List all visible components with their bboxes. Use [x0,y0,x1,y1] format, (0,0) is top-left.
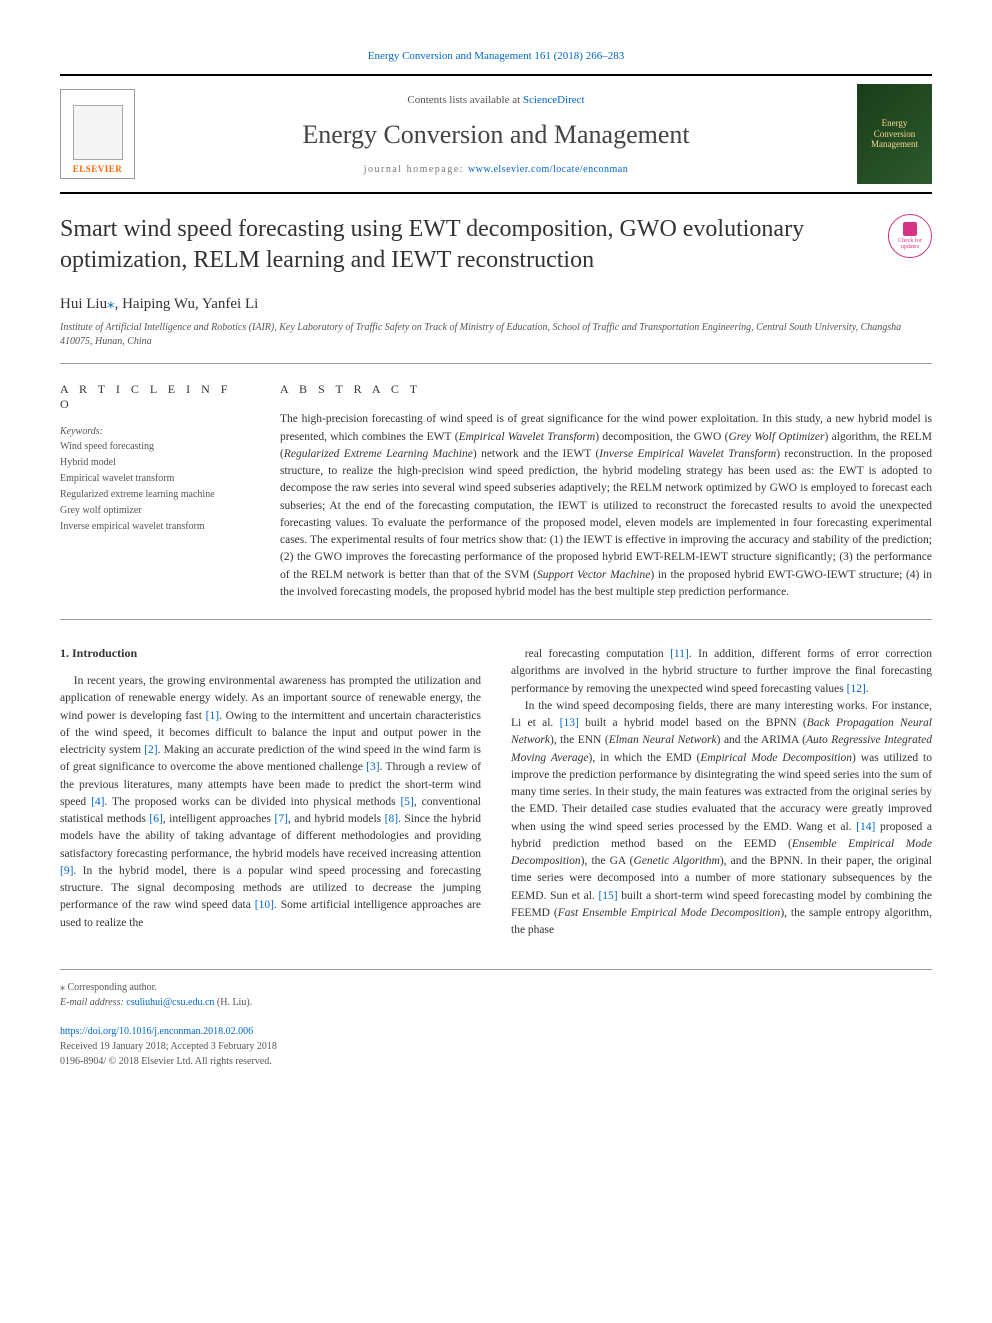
citation-ref[interactable]: [8] [385,813,398,825]
abstract-heading: A B S T R A C T [280,382,932,397]
footer: ⁎ Corresponding author. E-mail address: … [60,969,932,1069]
email-line: E-mail address: csuliuhui@csu.edu.cn (H.… [60,995,932,1010]
homepage-line: journal homepage: www.elsevier.com/locat… [135,164,857,175]
spacer [60,1010,932,1024]
abstract-text: The high-precision forecasting of wind s… [280,411,932,601]
abstract-column: A B S T R A C T The high-precision forec… [280,382,932,601]
email-author: (H. Liu). [214,997,252,1008]
citation-ref[interactable]: [12] [847,683,866,695]
corresponding-author: ⁎ Corresponding author. [60,980,932,995]
article-title: Smart wind speed forecasting using EWT d… [60,214,888,276]
citation-ref[interactable]: [7] [275,813,288,825]
citation-ref[interactable]: [4] [91,796,104,808]
authors-rest: , Haiping Wu, Yanfei Li [115,296,259,312]
keyword-item: Hybrid model [60,455,250,471]
citation-ref[interactable]: [15] [598,890,617,902]
author-primary: Hui Liu [60,296,107,312]
bookmark-icon [903,222,917,236]
divider [60,363,932,364]
keywords-list: Wind speed forecastingHybrid modelEmpiri… [60,439,250,535]
intro-heading: 1. Introduction [60,646,481,661]
homepage-prefix: journal homepage: [364,164,468,175]
citation-ref[interactable]: [5] [400,796,413,808]
doi-link[interactable]: https://doi.org/10.1016/j.enconman.2018.… [60,1024,932,1039]
affiliation: Institute of Artificial Intelligence and… [60,321,932,349]
citation-ref[interactable]: [11] [670,648,689,660]
journal-name: Energy Conversion and Management [135,120,857,150]
cover-title: Energy Conversion Management [861,118,928,150]
corresponding-mark: ⁎ [107,296,115,312]
left-column: 1. Introduction In recent years, the gro… [60,646,481,939]
received-line: Received 19 January 2018; Accepted 3 Feb… [60,1039,932,1054]
intro-col2: real forecasting computation [11]. In ad… [511,646,932,939]
meta-row: A R T I C L E I N F O Keywords: Wind spe… [60,382,932,620]
citation-ref[interactable]: [6] [149,813,162,825]
email-link[interactable]: csuliuhui@csu.edu.cn [126,997,214,1008]
journal-cover: Energy Conversion Management [857,84,932,184]
homepage-link[interactable]: www.elsevier.com/locate/enconman [468,164,628,175]
article-info-heading: A R T I C L E I N F O [60,382,250,412]
citation-ref[interactable]: [2] [144,744,157,756]
citation-ref[interactable]: [10] [255,899,274,911]
elsevier-tree-icon [73,105,123,160]
citation-ref[interactable]: [9] [60,865,73,877]
keyword-item: Wind speed forecasting [60,439,250,455]
article-info-column: A R T I C L E I N F O Keywords: Wind spe… [60,382,250,601]
sciencedirect-link[interactable]: ScienceDirect [523,94,585,106]
badge-line2: updates [901,244,919,250]
citation-ref[interactable]: [14] [856,821,875,833]
header-citation: Energy Conversion and Management 161 (20… [60,50,932,62]
authors: Hui Liu⁎, Haiping Wu, Yanfei Li [60,294,932,313]
journal-banner: ELSEVIER Contents lists available at Sci… [60,74,932,194]
keyword-item: Grey wolf optimizer [60,503,250,519]
keyword-item: Inverse empirical wavelet transform [60,519,250,535]
publisher-name: ELSEVIER [73,164,123,174]
publisher-logo: ELSEVIER [60,89,135,179]
banner-center: Contents lists available at ScienceDirec… [135,94,857,175]
citation-ref[interactable]: [1] [206,710,219,722]
email-label: E-mail address: [60,997,126,1008]
title-row: Smart wind speed forecasting using EWT d… [60,214,932,276]
citation-ref[interactable]: [13] [560,717,579,729]
body-columns: 1. Introduction In recent years, the gro… [60,646,932,939]
citation-ref[interactable]: [3] [366,761,379,773]
right-column: real forecasting computation [11]. In ad… [511,646,932,939]
contents-prefix: Contents lists available at [407,94,522,106]
keyword-item: Regularized extreme learning machine [60,487,250,503]
intro-col1: In recent years, the growing environment… [60,673,481,932]
keywords-label: Keywords: [60,426,250,437]
check-updates-badge[interactable]: Check for updates [888,214,932,258]
copyright-line: 0196-8904/ © 2018 Elsevier Ltd. All righ… [60,1054,932,1069]
keyword-item: Empirical wavelet transform [60,471,250,487]
contents-line: Contents lists available at ScienceDirec… [135,94,857,106]
